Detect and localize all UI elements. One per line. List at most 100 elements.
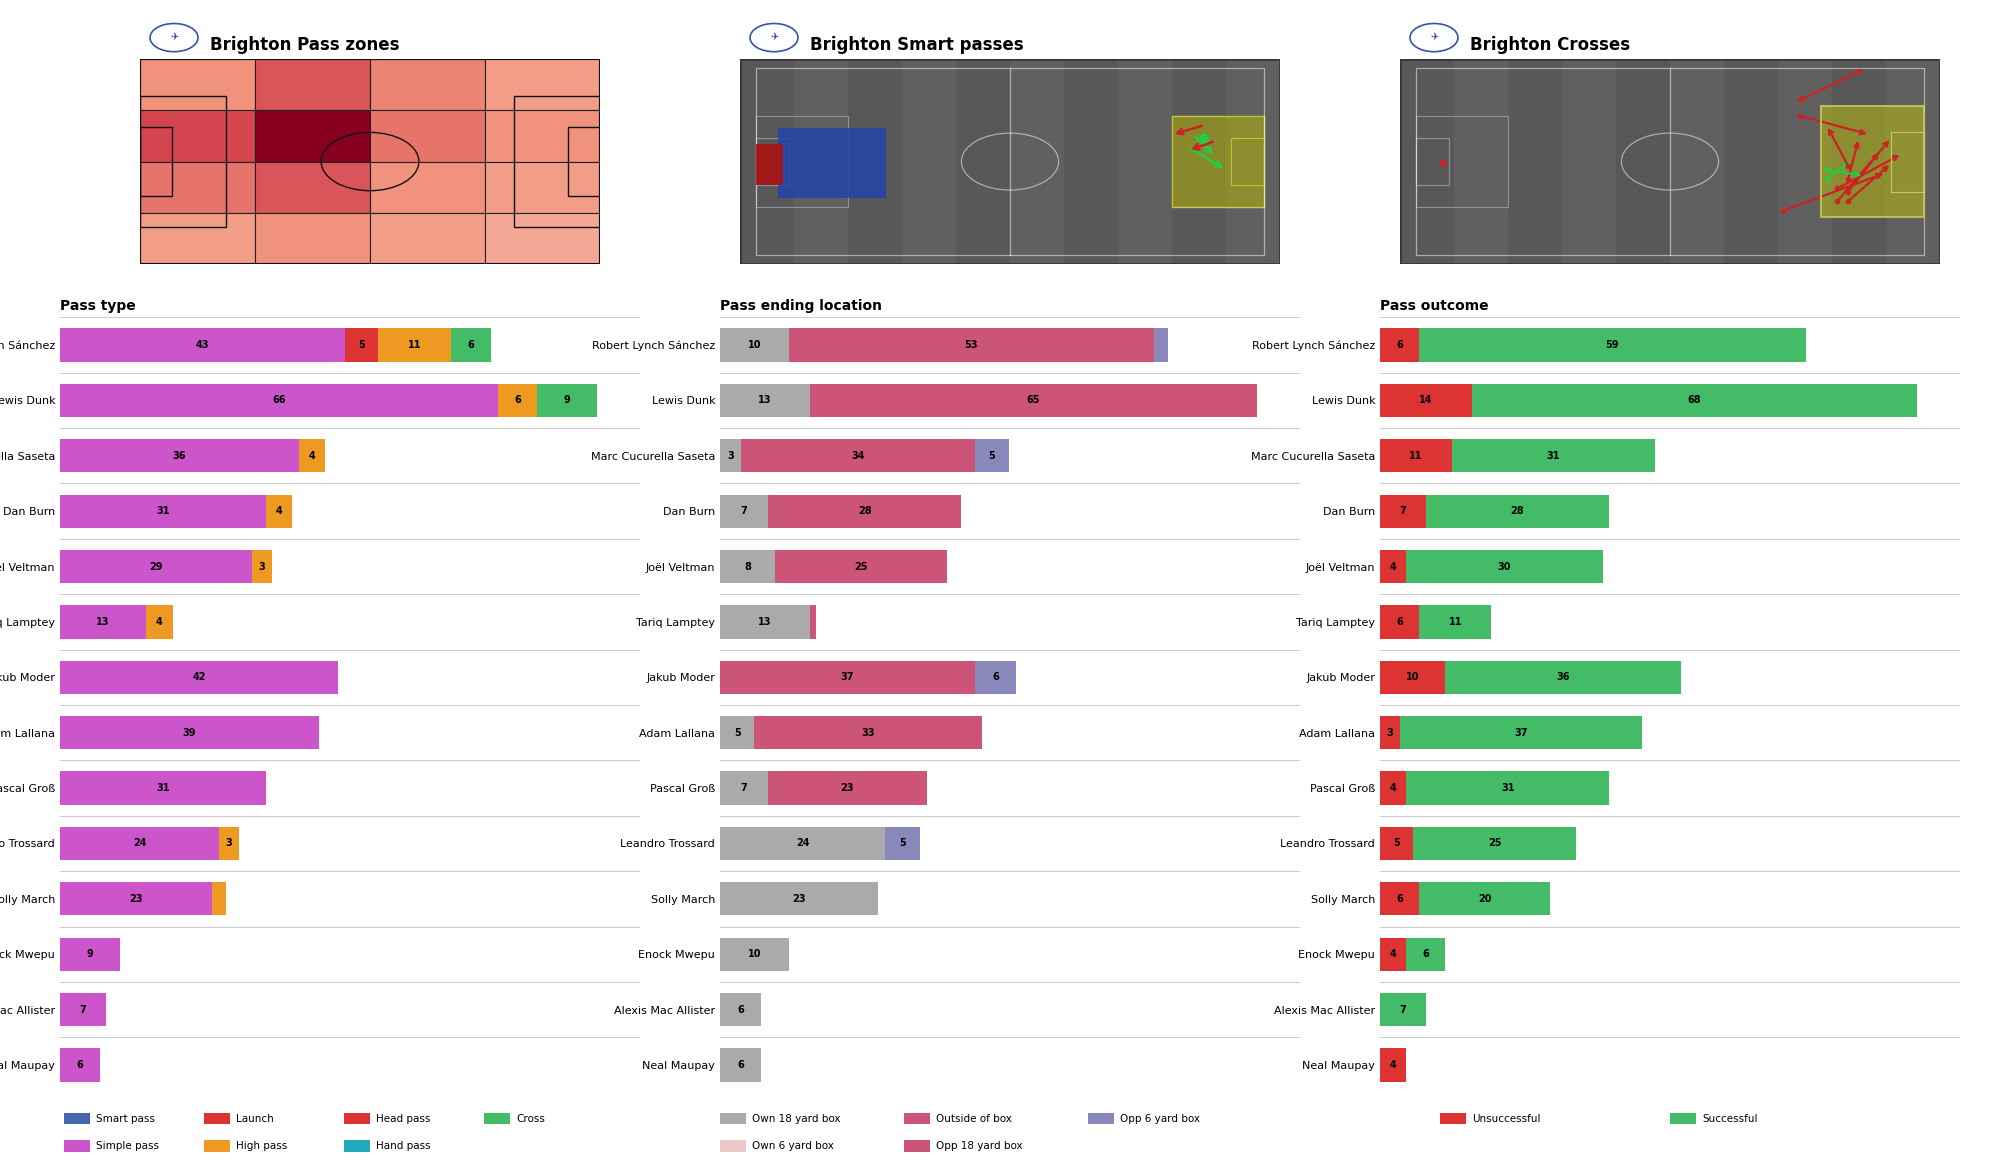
Bar: [60, 1048, 100, 1082]
Bar: [1380, 993, 1426, 1026]
Bar: [1010, 59, 1064, 264]
Bar: [568, 127, 600, 196]
Bar: [1416, 115, 1508, 208]
Bar: [720, 605, 810, 638]
Bar: [1412, 827, 1576, 860]
Bar: [60, 772, 266, 805]
Text: 11: 11: [408, 340, 422, 350]
Text: 6: 6: [1396, 340, 1404, 350]
Text: 3: 3: [1386, 727, 1394, 738]
Bar: [720, 938, 788, 971]
Bar: [370, 161, 486, 213]
Bar: [720, 993, 762, 1026]
Text: 10: 10: [1406, 672, 1420, 683]
Bar: [720, 384, 810, 417]
Text: High pass: High pass: [236, 1141, 288, 1150]
Bar: [256, 213, 370, 264]
Bar: [1380, 716, 1400, 750]
Text: 9: 9: [564, 395, 570, 405]
Bar: [252, 550, 272, 583]
Bar: [1380, 495, 1426, 528]
Text: Successful: Successful: [1702, 1114, 1758, 1123]
Bar: [1380, 605, 1420, 638]
Bar: [1118, 59, 1172, 264]
Text: 3: 3: [726, 451, 734, 461]
Text: 4: 4: [1390, 783, 1396, 793]
Text: 28: 28: [858, 506, 872, 516]
Text: 7: 7: [80, 1005, 86, 1015]
Text: 6: 6: [514, 395, 520, 405]
Text: 5: 5: [900, 839, 906, 848]
Text: 24: 24: [796, 839, 810, 848]
Bar: [1064, 59, 1118, 264]
Bar: [370, 213, 486, 264]
Bar: [1446, 660, 1682, 694]
Bar: [1670, 59, 1724, 264]
Bar: [486, 161, 600, 213]
Bar: [720, 882, 878, 915]
Bar: [886, 827, 920, 860]
Text: 8: 8: [744, 562, 750, 571]
Text: 42: 42: [192, 672, 206, 683]
Text: Unsuccessful: Unsuccessful: [1472, 1114, 1540, 1123]
Bar: [60, 550, 252, 583]
Bar: [720, 328, 788, 362]
Bar: [1380, 439, 1452, 472]
Bar: [498, 384, 538, 417]
Text: 59: 59: [1606, 340, 1620, 350]
Bar: [60, 882, 212, 915]
Text: 53: 53: [964, 340, 978, 350]
Bar: [1172, 115, 1264, 208]
Text: 4: 4: [276, 506, 282, 516]
Text: Smart pass: Smart pass: [96, 1114, 154, 1123]
Text: 23: 23: [130, 894, 142, 904]
Bar: [220, 827, 240, 860]
Bar: [1406, 938, 1446, 971]
Bar: [1172, 59, 1226, 264]
Bar: [1778, 59, 1832, 264]
Bar: [778, 128, 886, 197]
Bar: [486, 110, 600, 161]
Text: Head pass: Head pass: [376, 1114, 430, 1123]
Text: 36: 36: [1556, 672, 1570, 683]
Bar: [60, 439, 298, 472]
Bar: [1380, 384, 1472, 417]
Text: 6: 6: [76, 1060, 84, 1070]
Bar: [1724, 59, 1778, 264]
Text: Pass type: Pass type: [60, 300, 136, 314]
Bar: [256, 110, 370, 161]
Bar: [60, 827, 220, 860]
Text: ✈: ✈: [770, 33, 778, 42]
Text: Simple pass: Simple pass: [96, 1141, 160, 1150]
Text: 20: 20: [1478, 894, 1492, 904]
Bar: [810, 605, 816, 638]
Text: Cross: Cross: [516, 1114, 544, 1123]
Bar: [1416, 137, 1448, 186]
Bar: [266, 495, 292, 528]
Text: Brighton Pass zones: Brighton Pass zones: [210, 35, 400, 54]
Text: 13: 13: [758, 617, 772, 627]
Bar: [776, 550, 948, 583]
Bar: [1562, 59, 1616, 264]
Bar: [754, 716, 982, 750]
Text: 23: 23: [840, 783, 854, 793]
Bar: [1420, 328, 1806, 362]
Bar: [370, 110, 486, 161]
Bar: [1616, 59, 1670, 264]
Text: 25: 25: [1488, 839, 1502, 848]
Bar: [140, 59, 256, 110]
Text: Brighton Crosses: Brighton Crosses: [1470, 35, 1630, 54]
Bar: [1380, 938, 1406, 971]
Text: Hand pass: Hand pass: [376, 1141, 430, 1150]
Bar: [1380, 328, 1420, 362]
Bar: [1172, 115, 1264, 208]
Bar: [1822, 106, 1924, 217]
Bar: [720, 660, 974, 694]
Bar: [1426, 495, 1610, 528]
Bar: [60, 328, 346, 362]
Text: 4: 4: [308, 451, 316, 461]
Bar: [902, 59, 956, 264]
Text: 7: 7: [1400, 506, 1406, 516]
Text: 3: 3: [258, 562, 266, 571]
Bar: [1508, 59, 1562, 264]
